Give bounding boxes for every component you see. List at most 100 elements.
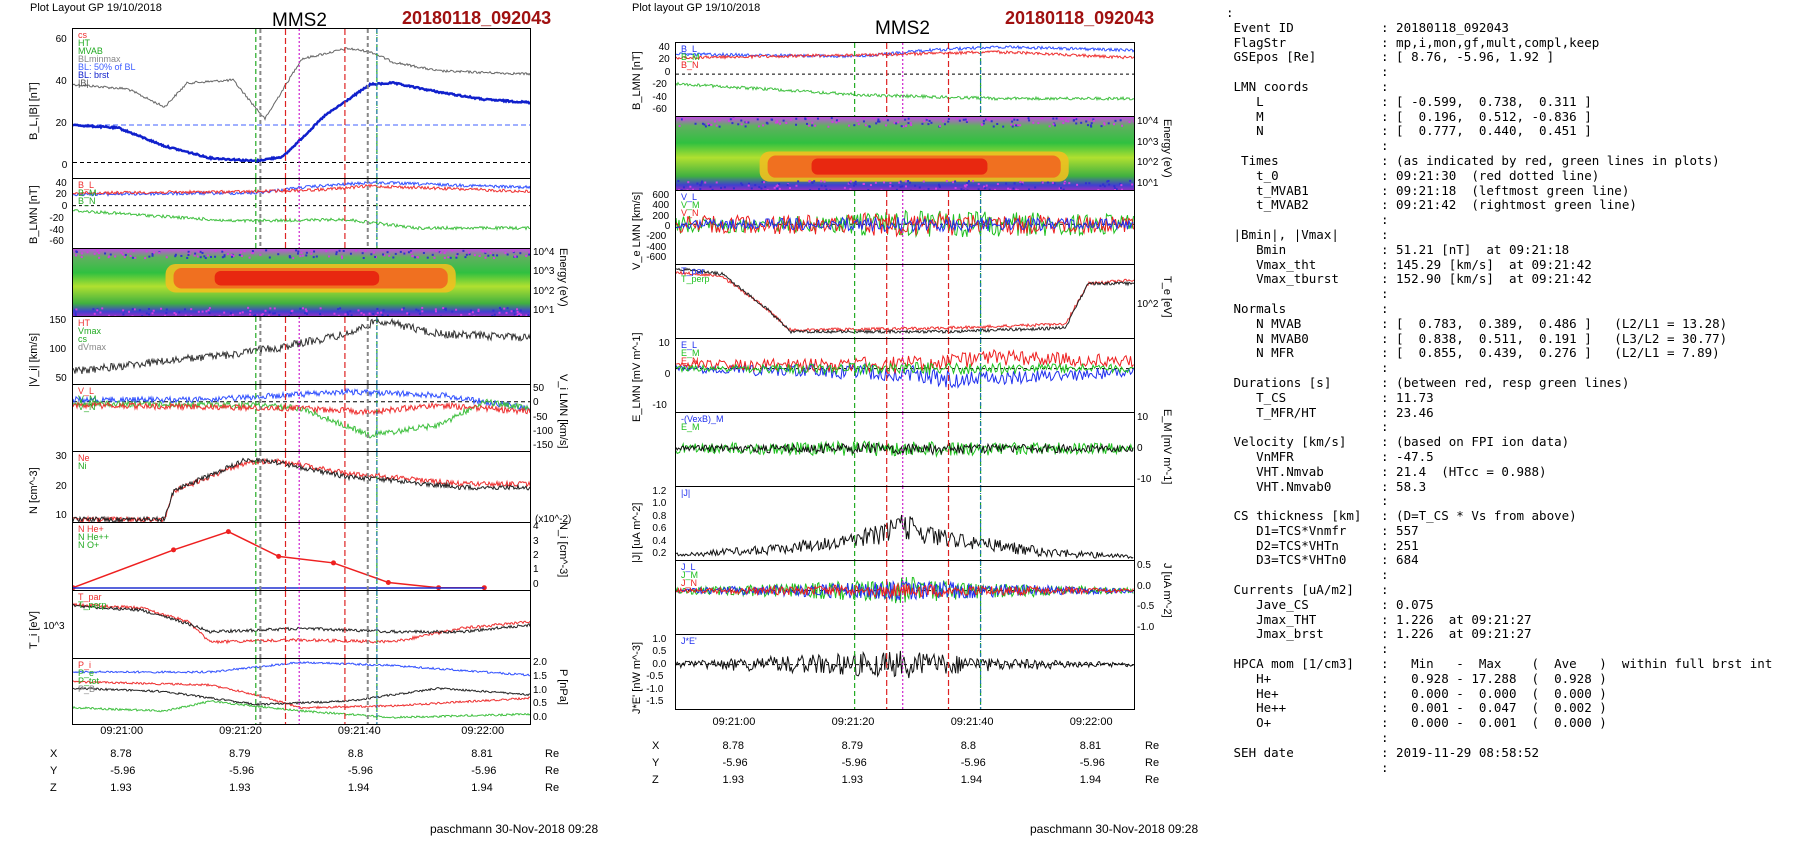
info-colon: : [1381,152,1389,168]
spectrogram-noise [186,256,189,259]
spectrogram-noise [1103,122,1106,125]
spectrogram-noise [512,251,515,254]
spectrogram-noise [756,118,759,121]
info-value: 20180118_092043 [1388,19,1509,35]
info-key: |Bmin|, |Vmax| [1226,226,1339,242]
right-panel-11-ytick-1: 400 [652,200,670,212]
info-value: (D=T_CS * Vs from above) [1388,508,1577,524]
spectrogram-noise [964,118,967,121]
spectrogram-noise [985,118,988,121]
left-eph-X-1: 8.79 [229,748,251,760]
spectrogram-noise [875,122,878,125]
spectrogram-noise [528,253,530,256]
spectrogram-noise [210,255,213,258]
info-row: SEH date: 2019-11-29 08:58:52 [1226,745,1772,761]
right-xtick-1: 09:21:20 [831,716,875,728]
left-panel-4-ytick-1: 0 [533,397,539,409]
info-colon: : [1381,197,1389,213]
info-value: 152.90 [km/s] at 09:21:42 [1388,271,1592,287]
left-panel-3-legend-3: dVmax [78,342,107,352]
spectrogram-noise [240,254,243,257]
info-value [1389,138,1397,153]
info-row: t_MVAB1: 09:21:18 (leftmost green line) [1226,183,1772,199]
spectrogram-noise [493,313,496,316]
spectrogram-noise [148,255,151,258]
spectrogram-noise [223,249,226,252]
info-row: T_CS: 11.73 [1226,390,1772,406]
spectrogram-noise [226,253,229,256]
spectrogram-noise [422,252,425,255]
spectrogram-noise [468,251,471,254]
left-panel-8-ytick-2: 1.0 [533,684,547,696]
left-panel-7-ylabel: T_i [eV] [28,610,40,649]
spectrogram-noise [75,308,78,311]
spectrogram-noise [134,256,137,259]
spectrogram-noise [857,123,860,126]
info-row: : [1226,760,1772,776]
spectrogram-noise [938,125,941,128]
spectrogram-noise [1010,123,1013,126]
spectrogram-noise [766,122,769,125]
spectrogram-noise [1114,188,1117,191]
spectrogram-noise [325,250,328,253]
right-panel-9-ytick-2: 0 [664,66,671,78]
spectrogram-noise [382,309,385,312]
spectrogram-noise [837,120,840,123]
info-key [1226,65,1381,80]
info-colon: : [1381,34,1389,50]
spectrogram-noise [344,313,347,316]
left-panel-5-legend-0: Ne [78,453,90,463]
spectrogram-noise [1051,181,1054,184]
spectrogram-noise [729,118,732,121]
info-value: 0.928 - 17.288 ( 0.928 ) [1388,670,1607,686]
spectrogram-noise [319,312,322,315]
spectrogram-noise [807,124,810,127]
spectrogram-noise [292,257,295,260]
spectrogram-noise [338,249,341,252]
spectrogram-noise [1106,180,1109,183]
left-panel-0-legend-4: BL: 50% of BL [78,62,136,72]
spectrogram-noise [124,253,127,256]
info-value: [ 0.777, 0.440, 0.451 ] [1388,123,1592,139]
spectrogram-noise [249,313,252,316]
spectrogram-noise [701,122,704,125]
spectrogram-noise [708,124,711,127]
info-colon: : [1381,271,1389,287]
info-colon: : [1381,508,1389,524]
spectrogram-noise [410,251,413,254]
info-value: -47.5 [1388,448,1434,464]
spectrogram-noise [1015,188,1018,191]
spectrogram-noise [231,313,234,316]
left-panel-5-ylabel: N [cm^-3] [28,467,40,515]
spectrogram-noise [788,187,791,190]
left-panel-2 [72,248,531,318]
spectrogram-noise [451,249,454,252]
right-panel-17-ylabel: J*E' [nW m^-3] [631,642,643,715]
right-panel-12 [675,264,1135,340]
spectrogram-noise [310,252,313,255]
spectrogram-noise [460,313,463,316]
spectrogram-noise [444,249,447,252]
right-panel-11-ytick-5: -400 [646,241,667,253]
right-eph-Y-3: -5.96 [1079,757,1105,769]
spectrogram-noise [297,250,300,253]
spectrogram-noise [243,250,246,253]
spectrogram-noise [1113,187,1116,190]
spectrogram-noise [804,117,807,120]
left-panel-1-ytick-4: -40 [49,224,64,236]
spectrogram-noise [289,256,292,259]
left-plot-layout-header: Plot Layout GP 19/10/2018 [30,2,162,14]
spectrogram-noise [319,307,322,310]
right-eph-label-X: X [652,740,660,752]
left-panel-2-ytick-3: 10^1 [533,304,555,316]
info-colon: : [1381,567,1389,583]
spectrogram-noise [370,253,373,256]
spectrogram-noise [339,307,342,310]
spectrogram-noise [433,256,436,259]
left-panel-2-ytick-1: 10^3 [533,266,555,278]
spectrogram-noise [104,252,107,255]
info-row: Jave_CS: 0.075 [1226,597,1772,613]
spectrogram-noise [1016,118,1019,121]
info-key: Jmax_brst [1226,626,1324,642]
bl-line [73,80,530,164]
